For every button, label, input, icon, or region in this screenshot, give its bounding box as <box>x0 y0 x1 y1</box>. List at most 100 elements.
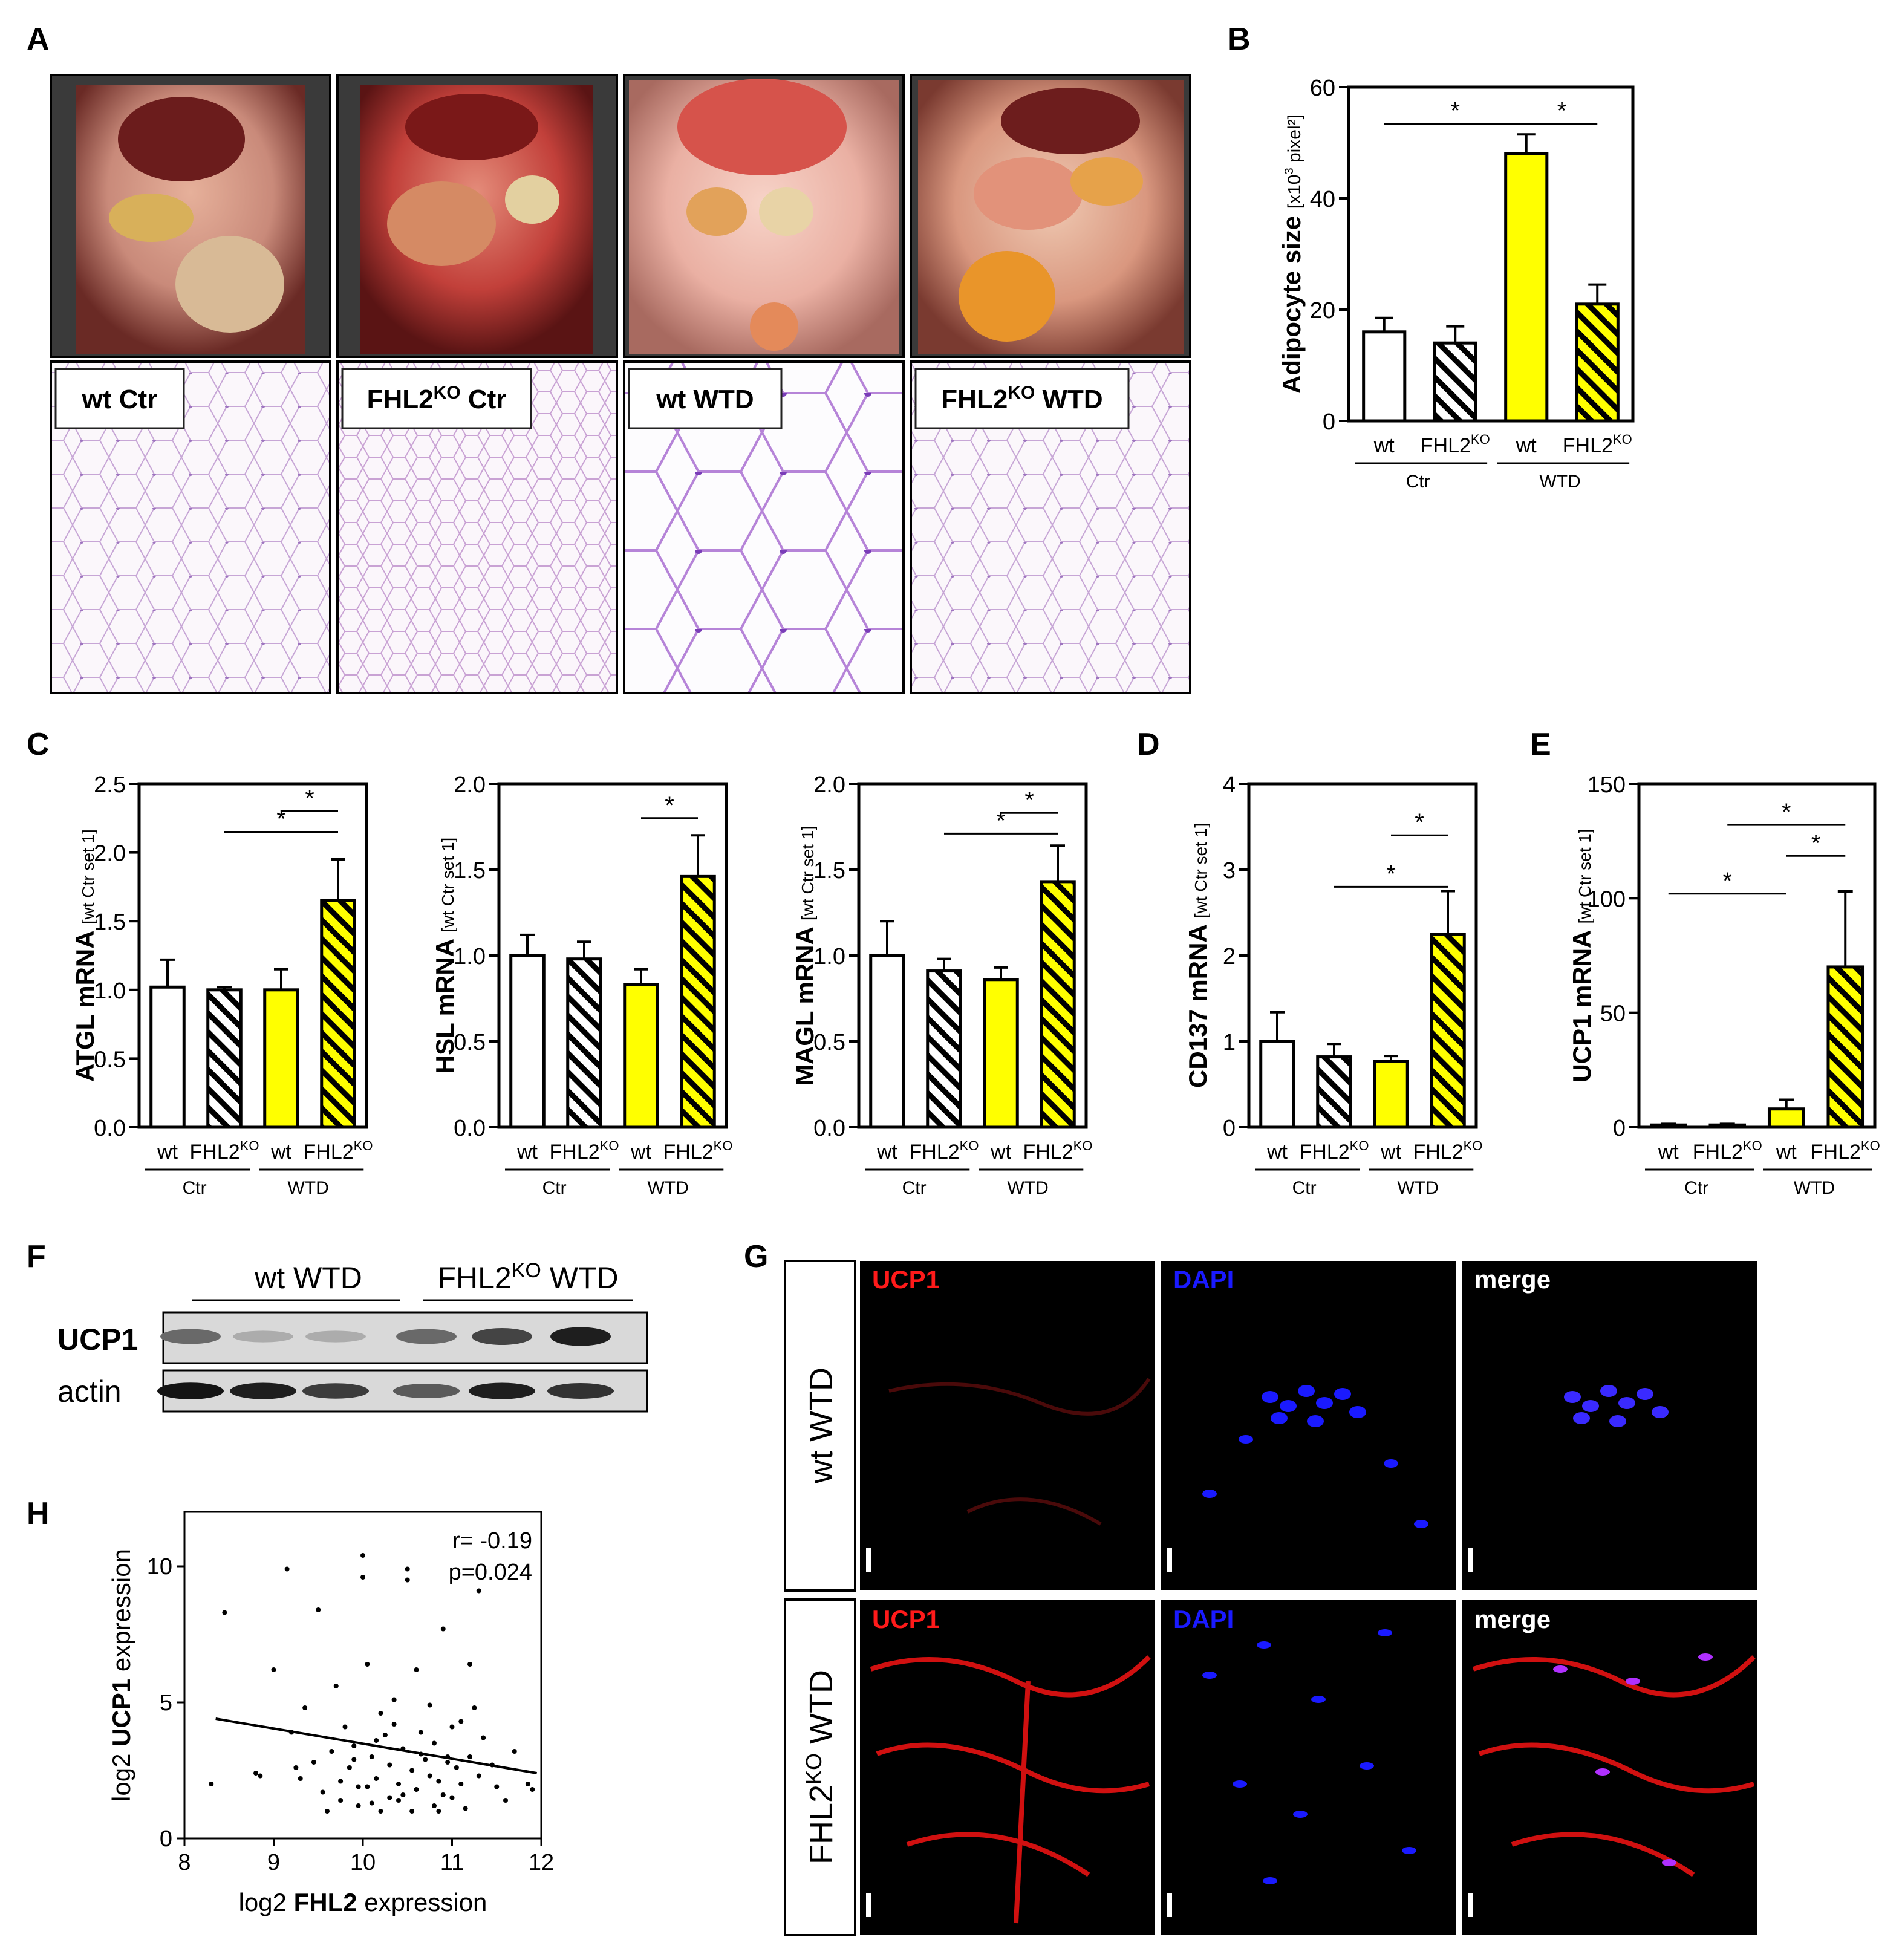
blot-band-ucp1 <box>472 1328 532 1345</box>
y-tick-label: 60 <box>1310 76 1335 101</box>
bar <box>1504 152 1549 423</box>
scatter-point <box>409 1809 415 1814</box>
if-channel-label-dapi: DAPI <box>1173 1265 1234 1294</box>
panel-label-a: A <box>27 22 50 57</box>
y-tick-label: 1.0 <box>454 944 486 969</box>
y-tick-label: 1.5 <box>94 910 126 935</box>
scatter-point <box>222 1610 227 1615</box>
histology-label-ko-wtd: FHL2KO WTD <box>941 383 1102 414</box>
bar <box>320 899 356 1129</box>
if-ko-merge: merge <box>1462 1600 1757 1935</box>
histology-label-wt-ctr: wt Ctr <box>82 385 158 414</box>
blot-band-ucp1 <box>160 1329 221 1344</box>
scatter-point <box>351 1757 357 1762</box>
x-tick-label: wt <box>157 1141 178 1164</box>
significance-asterisk: * <box>276 806 286 833</box>
scatter-point <box>271 1667 276 1672</box>
scatter-point <box>387 1795 392 1800</box>
y-tick-label: 10 <box>147 1554 172 1580</box>
y-tick-label: 0.5 <box>454 1030 486 1055</box>
scatter-point <box>449 1724 455 1730</box>
blot-label-actin: actin <box>57 1375 122 1408</box>
blot-label-ucp1: UCP1 <box>57 1323 138 1356</box>
blot-band-actin <box>469 1382 535 1399</box>
blot-band-ucp1 <box>396 1329 457 1344</box>
histology-wt-wtd: wt WTD <box>623 360 905 694</box>
significance-asterisk: * <box>996 807 1006 834</box>
panel-g-immunofluorescence: wt WTD FHL2KO WTD UCP1 DAPI <box>784 1260 1757 1936</box>
scatter-point <box>423 1757 428 1762</box>
bar <box>1826 965 1865 1129</box>
scatter-point <box>414 1787 419 1792</box>
bar <box>869 954 905 1129</box>
group-label: WTD <box>1007 1178 1048 1198</box>
bar-chart-cd137-mrna: 0 1 2 3 4 CD137 mRNA [wt Ctr set 1] wt FHL2KO wt… <box>1184 772 1482 1198</box>
scatter-point <box>512 1749 517 1754</box>
bar <box>263 988 299 1129</box>
necropsy-photo-wt-wtd <box>623 74 905 358</box>
bar-chart-hsl-mrna: 0.0 0.5 1.0 1.5 2.0 HSL mRNA [wt Ctr set 1] wt… <box>431 772 732 1198</box>
blot-band-ucp1 <box>233 1330 293 1343</box>
y-tick-label: 1 <box>1223 1030 1236 1055</box>
x-tick-label: FHL2KO <box>910 1138 979 1164</box>
y-tick-label: 5 <box>160 1690 172 1716</box>
y-tick-label: 0.0 <box>94 1116 126 1141</box>
scatter-point <box>396 1798 401 1803</box>
correlation-p: p=0.024 <box>449 1560 532 1585</box>
scatter-point <box>467 1662 472 1667</box>
y-tick-label: 40 <box>1310 187 1335 212</box>
scatter-point <box>427 1773 432 1779</box>
if-row-label-box-wt <box>784 1260 856 1592</box>
significance-asterisk: * <box>1557 98 1567 125</box>
scatter-point <box>436 1779 441 1784</box>
panel-label-c: C <box>27 727 50 762</box>
correlation-r: r= -0.19 <box>452 1528 532 1554</box>
x-tick-label: wt <box>1266 1141 1288 1164</box>
y-tick-label: 0 <box>1323 409 1335 435</box>
if-row-label-wt-wtd: wt WTD <box>803 1367 839 1484</box>
histology-ko-wtd: FHL2KO WTD <box>910 360 1191 694</box>
y-tick-label: 0.5 <box>813 1030 845 1055</box>
x-tick-label: FHL2KO <box>1811 1138 1880 1164</box>
x-tick-label: FHL2KO <box>1023 1138 1093 1164</box>
histology-label-ko-ctr: FHL2KO Ctr <box>367 383 507 414</box>
scatter-point <box>378 1711 383 1716</box>
scatter-point <box>253 1771 258 1776</box>
group-label: Ctr <box>1292 1178 1317 1198</box>
scatter-point <box>284 1566 290 1572</box>
x-tick-label: FHL2KO <box>304 1138 373 1164</box>
scatter-point <box>418 1730 423 1735</box>
y-axis-label: MAGL mRNA [wt Ctr set 1] <box>790 825 819 1086</box>
scatter-ucp1-vs-fhl2: 8 9 10 11 12 0 5 10 r= -0.19 p=0.024 log2 FHL2 exp… <box>107 1511 554 1916</box>
y-tick-label: 1.5 <box>813 858 845 884</box>
scatter-point <box>298 1776 303 1781</box>
significance-asterisk: * <box>1811 830 1821 856</box>
bar <box>1575 302 1620 423</box>
scatter-point <box>302 1705 308 1710</box>
x-tick-label: wt <box>990 1141 1012 1164</box>
scatter-point <box>432 1740 437 1746</box>
scatter-point <box>338 1779 344 1784</box>
scatter-point <box>374 1738 379 1743</box>
if-channel-label-merge: merge <box>1474 1265 1551 1294</box>
scatter-point <box>467 1754 472 1759</box>
scatter-point <box>369 1800 374 1806</box>
plot-frame <box>1637 782 1877 1129</box>
plot-frame <box>137 782 368 1129</box>
scatter-point <box>356 1784 361 1789</box>
x-tick-label: FHL2KO <box>1413 1138 1483 1164</box>
scatter-point <box>436 1809 441 1814</box>
scatter-point <box>503 1798 508 1803</box>
scatter-point <box>396 1782 401 1786</box>
scatter-point <box>449 1795 455 1800</box>
x-tick-label: FHL2KO <box>1300 1138 1369 1164</box>
bar <box>149 985 186 1129</box>
scatter-point <box>440 1626 446 1632</box>
y-tick-label: 0.0 <box>454 1116 486 1141</box>
scatter-point <box>405 1577 410 1583</box>
y-tick-label: 2.5 <box>94 772 126 798</box>
group-label: Ctr <box>902 1178 927 1198</box>
scatter-point <box>374 1776 379 1781</box>
y-tick-label: 100 <box>1588 887 1626 912</box>
